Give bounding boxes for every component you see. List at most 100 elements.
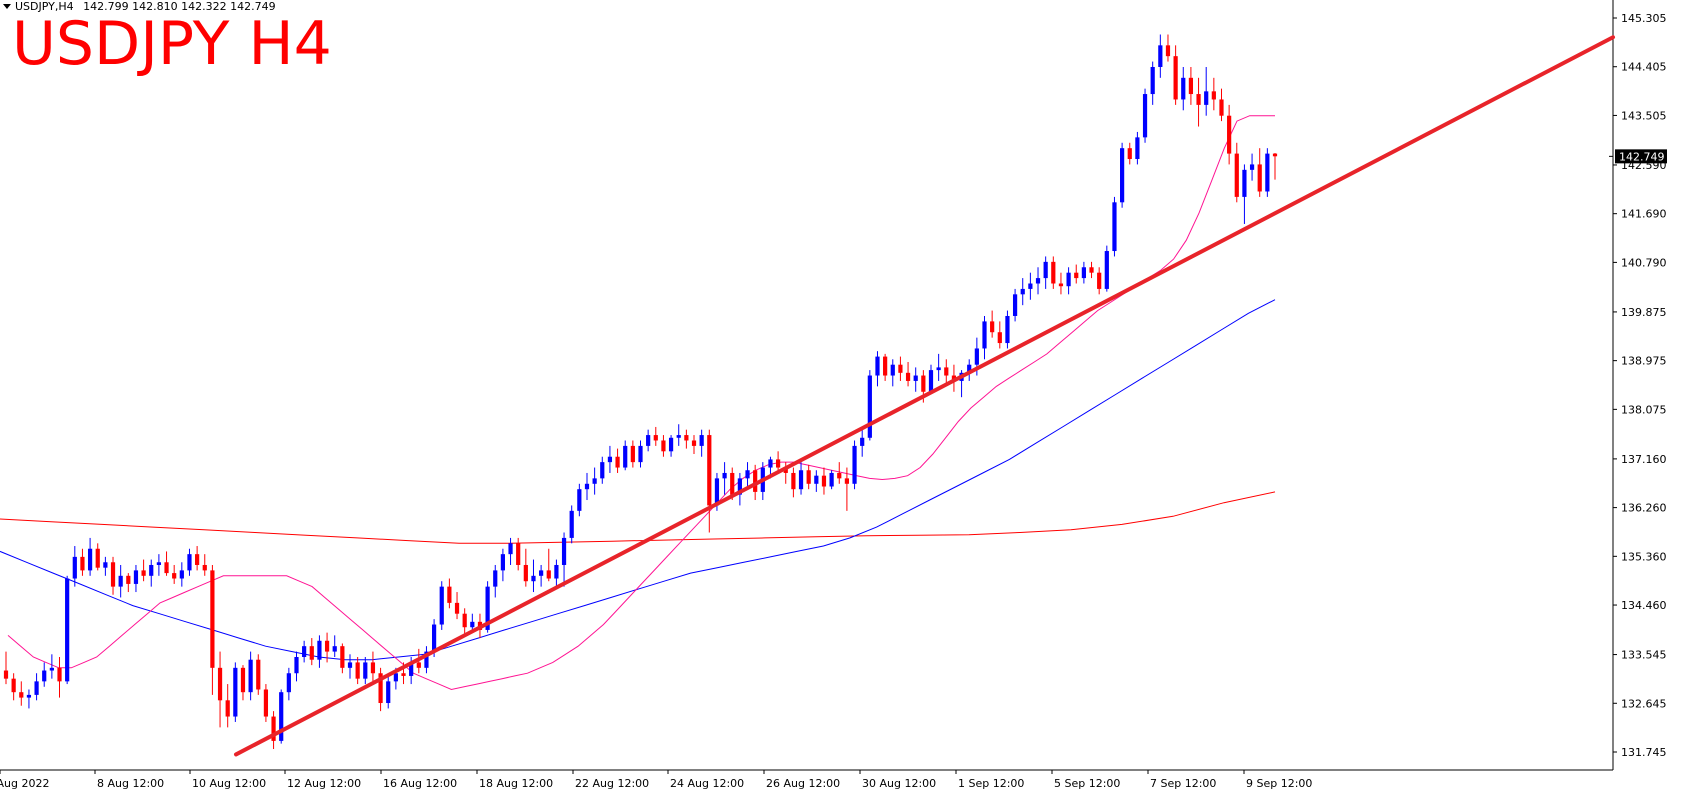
candle-body <box>87 548 93 571</box>
y-tick-label: 136.260 <box>1621 502 1667 515</box>
candle-body <box>944 367 949 376</box>
symbol-label: USDJPY,H4 <box>15 0 74 13</box>
ohlc-header: USDJPY,H4 142.799 142.810 142.322 142.74… <box>0 0 276 13</box>
y-tick-label: 134.460 <box>1621 599 1667 612</box>
candle-body <box>386 681 391 704</box>
x-tick-label: 1 Sep 12:00 <box>958 777 1024 790</box>
candle-body <box>217 667 223 701</box>
candle-body <box>1181 77 1186 100</box>
candle-body <box>569 510 574 538</box>
candle-body <box>1081 267 1086 279</box>
candle-body <box>416 662 421 668</box>
candle-body <box>829 472 834 487</box>
candle-body <box>684 435 689 441</box>
chart-title: USDJPY H4 <box>12 9 332 79</box>
collapse-caret-icon[interactable] <box>3 4 11 9</box>
candle-body <box>65 578 70 682</box>
candle-body <box>1265 153 1270 192</box>
candle-body <box>1249 164 1255 170</box>
candle-body <box>1005 315 1010 344</box>
candle-body <box>852 445 857 484</box>
candle-body <box>1028 283 1033 289</box>
x-tick-label: 9 Sep 12:00 <box>1246 777 1312 790</box>
y-tick-label: 132.645 <box>1621 697 1667 710</box>
candle-body <box>577 489 582 511</box>
candle-body <box>363 662 368 679</box>
candle-body <box>814 475 819 484</box>
candle-body <box>118 575 123 587</box>
candle-body <box>913 375 918 381</box>
candle-body <box>233 667 238 717</box>
candle-body <box>646 435 651 446</box>
candle-body <box>531 575 536 582</box>
candle-body <box>1089 267 1094 273</box>
y-tick-label: 137.160 <box>1621 453 1667 466</box>
candle-body <box>600 462 605 479</box>
candle-body <box>714 478 720 506</box>
candle-body <box>332 646 337 652</box>
candle-body <box>1165 45 1171 57</box>
candle-body <box>844 478 850 484</box>
candle-body <box>149 564 154 576</box>
trendline[interactable] <box>234 35 1615 757</box>
candle-body <box>202 564 207 571</box>
candle-body <box>57 667 62 682</box>
candle-body <box>745 470 750 479</box>
candle-body <box>676 435 681 438</box>
candle-body <box>890 364 895 376</box>
candle-body <box>737 478 742 495</box>
candle-body <box>240 667 246 693</box>
candle-body <box>730 472 735 495</box>
x-tick-label: 5 Sep 12:00 <box>1054 777 1120 790</box>
candle-body <box>967 364 972 373</box>
candle-body <box>860 437 865 446</box>
candle-body <box>1097 272 1102 289</box>
candle-body <box>1127 148 1132 160</box>
candle-body <box>1242 169 1247 197</box>
candle-body <box>424 651 429 668</box>
candle-body <box>393 673 398 682</box>
candle-body <box>806 470 811 484</box>
candle-body <box>1066 272 1071 287</box>
x-tick-label: 22 Aug 12:00 <box>575 777 649 790</box>
candle-body <box>508 543 513 555</box>
y-tick-label: 140.790 <box>1621 256 1667 269</box>
open-value: 142.799 <box>83 0 129 13</box>
candle-body <box>638 445 643 463</box>
candle-body <box>997 332 1002 344</box>
current-price-badge <box>1615 149 1667 164</box>
candle-body <box>110 562 116 587</box>
close-value: 142.749 <box>230 0 276 13</box>
y-tick-label: 138.075 <box>1621 403 1667 416</box>
x-tick-label: 12 Aug 12:00 <box>287 777 361 790</box>
y-tick-label: 139.875 <box>1621 306 1667 319</box>
y-tick-label: 135.360 <box>1621 550 1667 563</box>
candle-body <box>179 570 184 579</box>
candle-body <box>210 570 215 668</box>
candle-body <box>974 348 979 365</box>
candle-body <box>1135 137 1140 160</box>
candle-body <box>798 470 804 490</box>
candle-body <box>1043 261 1048 279</box>
candle-body <box>34 681 39 695</box>
candle-body <box>256 659 261 690</box>
y-tick-label: 138.975 <box>1621 355 1667 368</box>
candle-body <box>172 573 177 579</box>
candle-body <box>661 440 666 452</box>
candle-body <box>370 662 376 674</box>
candle-body <box>1204 91 1209 105</box>
candle-body <box>294 657 299 674</box>
candle-body <box>936 367 941 371</box>
candle-body <box>302 646 307 658</box>
candle-body <box>623 445 628 468</box>
ma-fast-line <box>7 115 1275 691</box>
candle-body <box>1234 153 1239 197</box>
candle-body <box>630 445 635 463</box>
candle-body <box>95 548 100 568</box>
ma-mid-line <box>0 299 1276 661</box>
candle-body <box>1020 288 1025 295</box>
candle-body <box>768 459 773 468</box>
candle-body <box>668 437 674 452</box>
